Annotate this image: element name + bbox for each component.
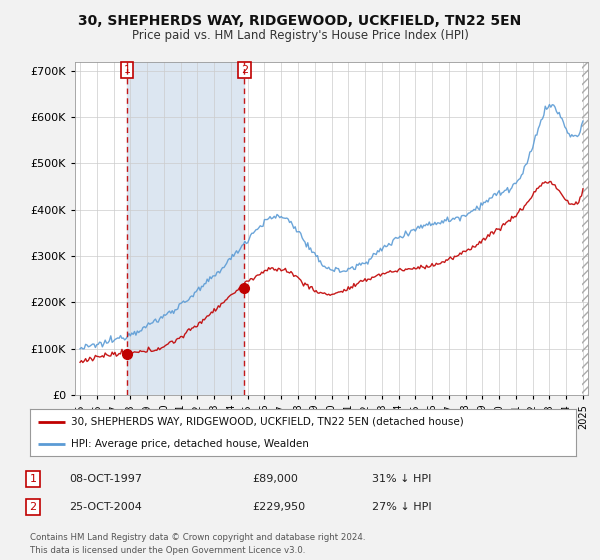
Text: 30, SHEPHERDS WAY, RIDGEWOOD, UCKFIELD, TN22 5EN: 30, SHEPHERDS WAY, RIDGEWOOD, UCKFIELD, … xyxy=(79,14,521,28)
Bar xyxy=(127,62,244,395)
Text: Contains HM Land Registry data © Crown copyright and database right 2024.: Contains HM Land Registry data © Crown c… xyxy=(30,533,365,542)
Text: HPI: Average price, detached house, Wealden: HPI: Average price, detached house, Weal… xyxy=(71,438,309,449)
Bar xyxy=(581,62,588,395)
Text: 31% ↓ HPI: 31% ↓ HPI xyxy=(372,474,431,484)
Text: Price paid vs. HM Land Registry's House Price Index (HPI): Price paid vs. HM Land Registry's House … xyxy=(131,29,469,42)
Text: 2: 2 xyxy=(241,65,248,75)
Text: 2: 2 xyxy=(29,502,37,512)
Text: This data is licensed under the Open Government Licence v3.0.: This data is licensed under the Open Gov… xyxy=(30,546,305,555)
Text: 1: 1 xyxy=(29,474,37,484)
Text: £229,950: £229,950 xyxy=(252,502,305,512)
Bar xyxy=(581,62,588,395)
Text: 25-OCT-2004: 25-OCT-2004 xyxy=(69,502,142,512)
Text: £89,000: £89,000 xyxy=(252,474,298,484)
Text: 1: 1 xyxy=(124,65,130,75)
Text: 08-OCT-1997: 08-OCT-1997 xyxy=(69,474,142,484)
Text: 27% ↓ HPI: 27% ↓ HPI xyxy=(372,502,431,512)
Text: 30, SHEPHERDS WAY, RIDGEWOOD, UCKFIELD, TN22 5EN (detached house): 30, SHEPHERDS WAY, RIDGEWOOD, UCKFIELD, … xyxy=(71,417,464,427)
